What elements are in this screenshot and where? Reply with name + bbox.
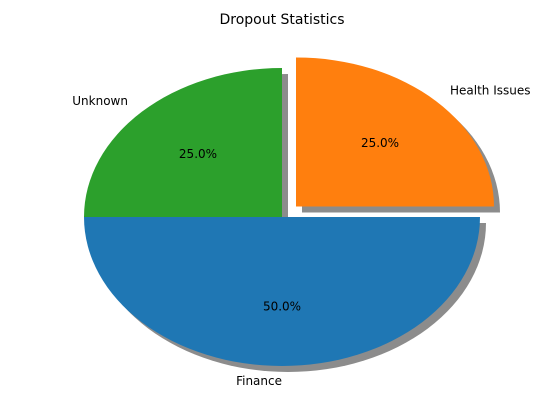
slice-unknown <box>84 68 282 217</box>
slice-layer <box>84 57 495 366</box>
label-layer: Unknown 25.0% Finance 50.0% Health Issues 25.… <box>72 84 530 388</box>
slice-label-unknown: Unknown <box>72 94 128 108</box>
slice-health-issues <box>296 57 495 207</box>
slice-percent-unknown: 25.0% <box>179 147 217 161</box>
chart-title: Dropout Statistics <box>219 12 344 28</box>
slice-label-health-issues: Health Issues <box>450 84 531 98</box>
slice-percent-health-issues: 25.0% <box>361 136 399 150</box>
slice-finance <box>84 217 480 366</box>
slice-label-finance: Finance <box>236 374 282 388</box>
slice-percent-finance: 50.0% <box>263 299 301 313</box>
